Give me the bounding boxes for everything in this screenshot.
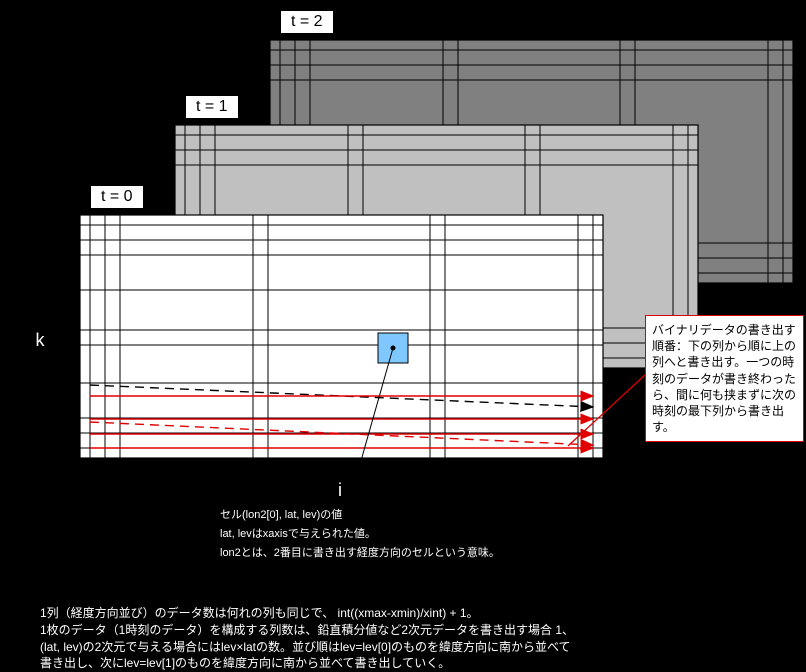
axis-label-i: i <box>330 480 350 501</box>
label-t1: t = 1 <box>185 95 239 119</box>
callout-box: バイナリデータの書き出す順番：下の列から順に上の列へと書き出す。一つの時刻のデー… <box>645 315 804 442</box>
label-t2: t = 2 <box>280 10 334 34</box>
cell-note-line1: セル(lon2[0], lat, lev)の値 <box>220 508 342 522</box>
axis-label-k: k <box>30 330 50 351</box>
cell-note-line2: lat, levはxaxisで与えられた値。 <box>220 527 376 541</box>
label-t0: t = 0 <box>90 185 144 209</box>
bottom-note: 1列（経度方向並び）のデータ数は何れの列も同じで、 int((xmax-xmin… <box>40 605 780 672</box>
cell-note-line3: lon2とは、2番目に書き出す経度方向のセルという意味。 <box>220 546 500 560</box>
